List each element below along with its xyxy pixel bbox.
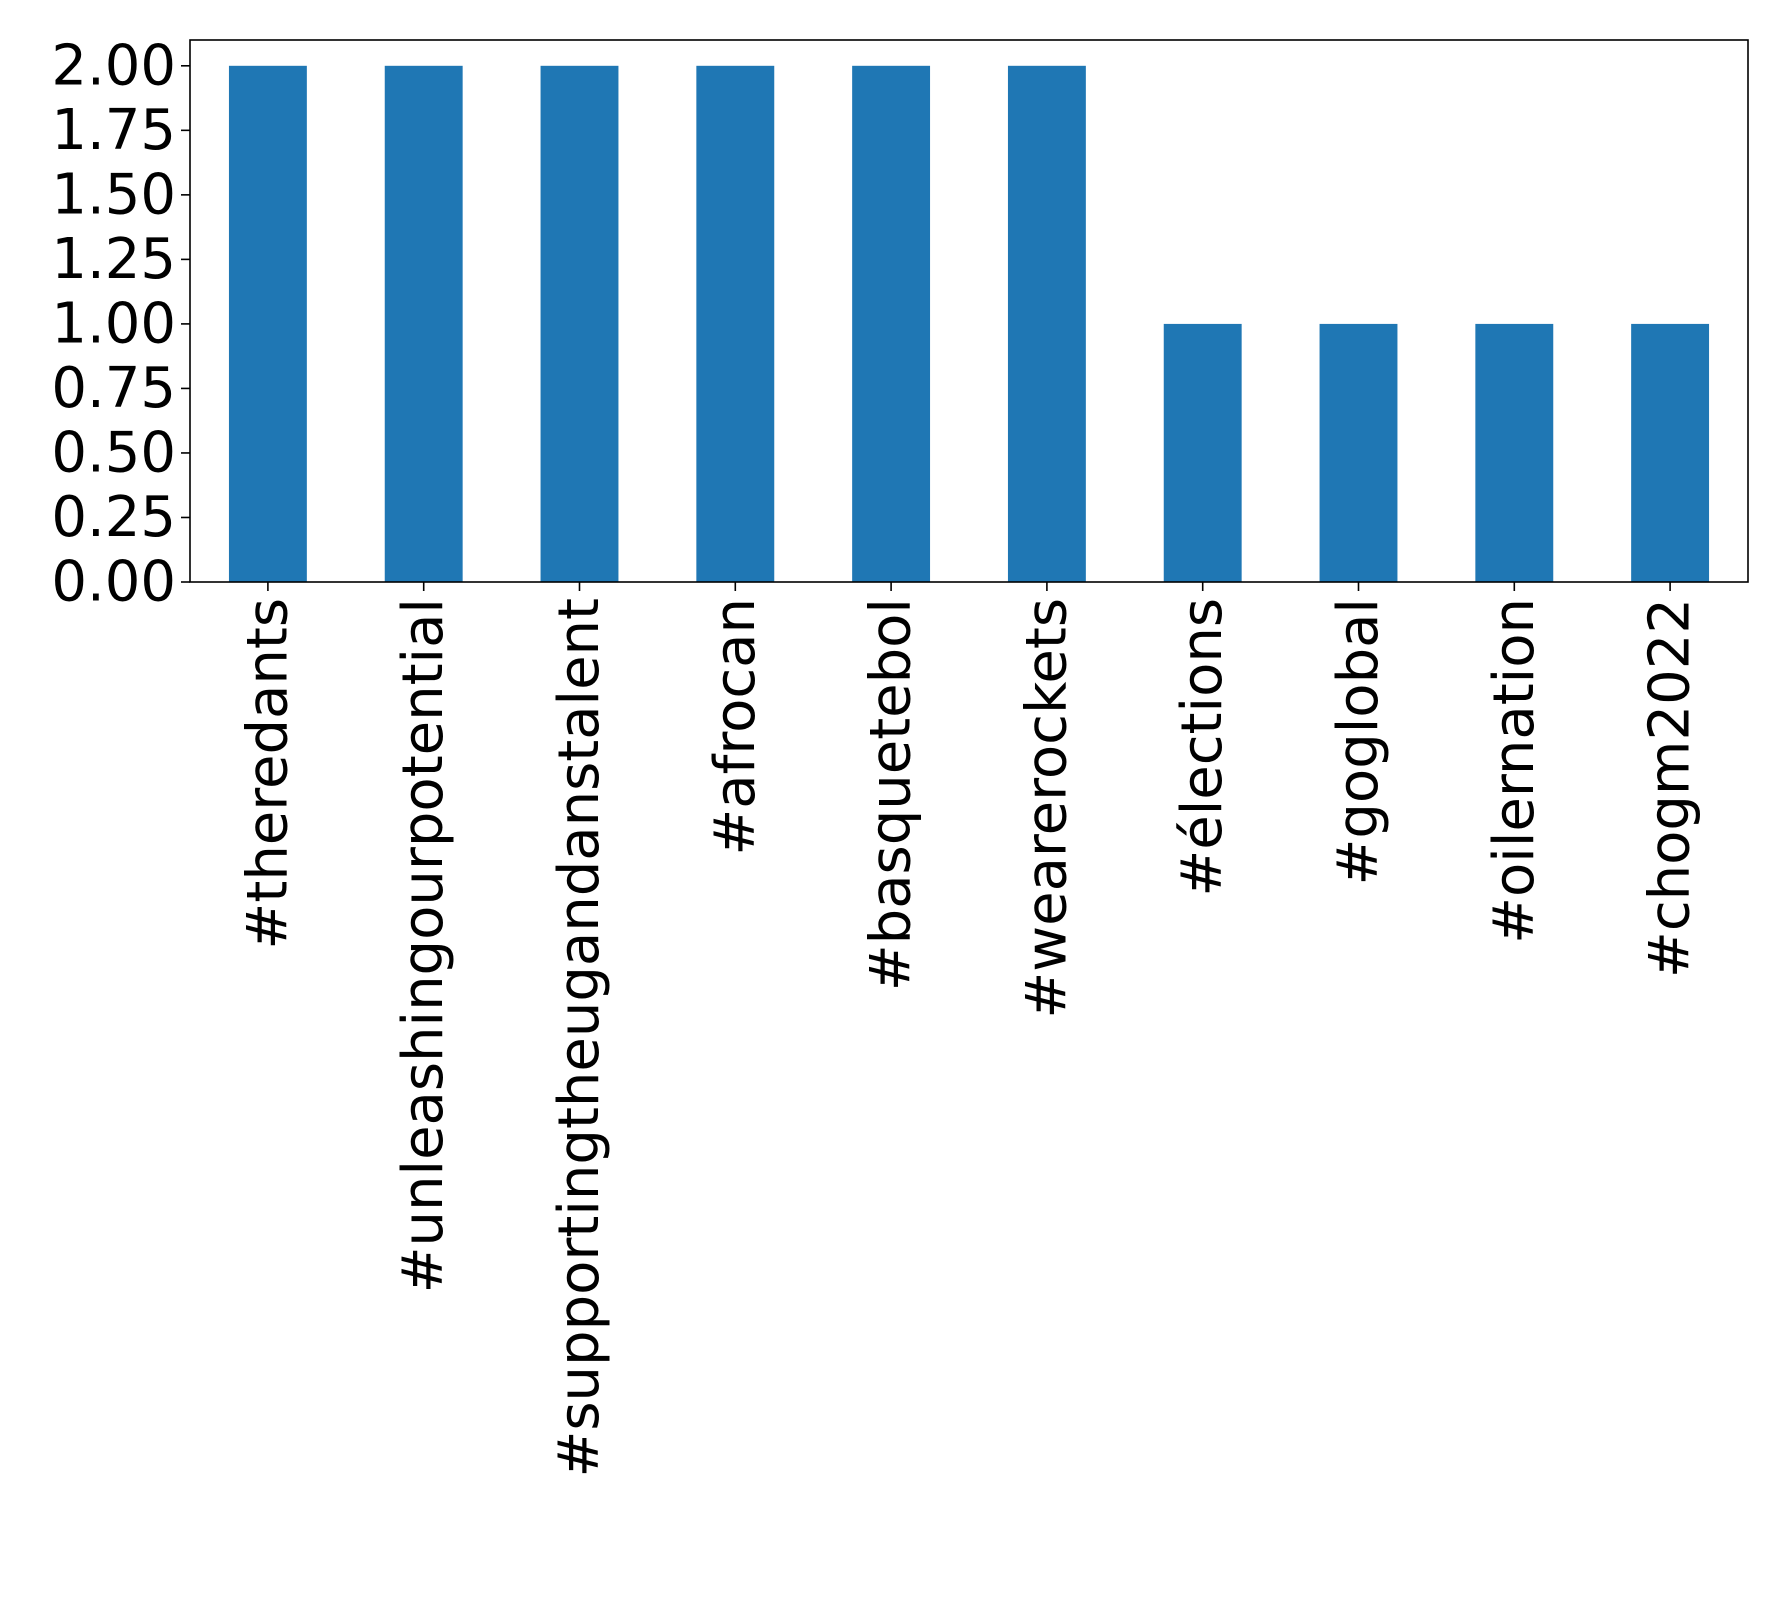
y-tick-label: 0.00 xyxy=(51,550,176,615)
x-tick-label: #élections xyxy=(1170,598,1235,897)
y-tick-label: 0.50 xyxy=(51,420,176,485)
x-tick-label: #afrocan xyxy=(703,598,768,856)
x-axis: #theredants #unleashingourpotential #suppo… xyxy=(235,582,1703,1478)
y-tick-label: 0.75 xyxy=(51,356,176,421)
plot-frame xyxy=(189,39,1749,583)
x-tick-label: #basquetebol xyxy=(859,598,924,991)
y-tick-label: 1.25 xyxy=(51,227,176,292)
y-tick-label: 1.50 xyxy=(51,162,176,227)
bar-6 xyxy=(1163,323,1242,582)
bar-9 xyxy=(1631,323,1710,582)
bar-0 xyxy=(228,65,307,583)
x-tick-label: #theredants xyxy=(235,598,300,950)
x-tick-label: #wearerockets xyxy=(1014,598,1079,1019)
y-tick-label: 1.00 xyxy=(51,291,176,356)
y-axis: 0.000.250.500.751.001.251.501.752.00 xyxy=(51,33,190,615)
bar-8 xyxy=(1475,323,1554,582)
x-tick-label: #unleashingourpotential xyxy=(391,598,456,1293)
bar-4 xyxy=(852,65,931,583)
bar-1 xyxy=(384,65,463,583)
bar-5 xyxy=(1007,65,1086,583)
bars-group xyxy=(228,65,1710,583)
x-tick-label: #goglobal xyxy=(1326,598,1391,886)
bar-2 xyxy=(540,65,619,583)
y-tick-label: 1.75 xyxy=(51,98,176,163)
x-tick-label: #supportingtheugandanstalent xyxy=(547,598,612,1478)
bar-3 xyxy=(696,65,775,583)
x-tick-label: #oilernation xyxy=(1482,598,1547,944)
y-tick-label: 2.00 xyxy=(51,33,176,98)
y-tick-label: 0.25 xyxy=(51,485,176,550)
bar-7 xyxy=(1319,323,1398,582)
x-tick-label: #chogm2022 xyxy=(1638,598,1703,978)
